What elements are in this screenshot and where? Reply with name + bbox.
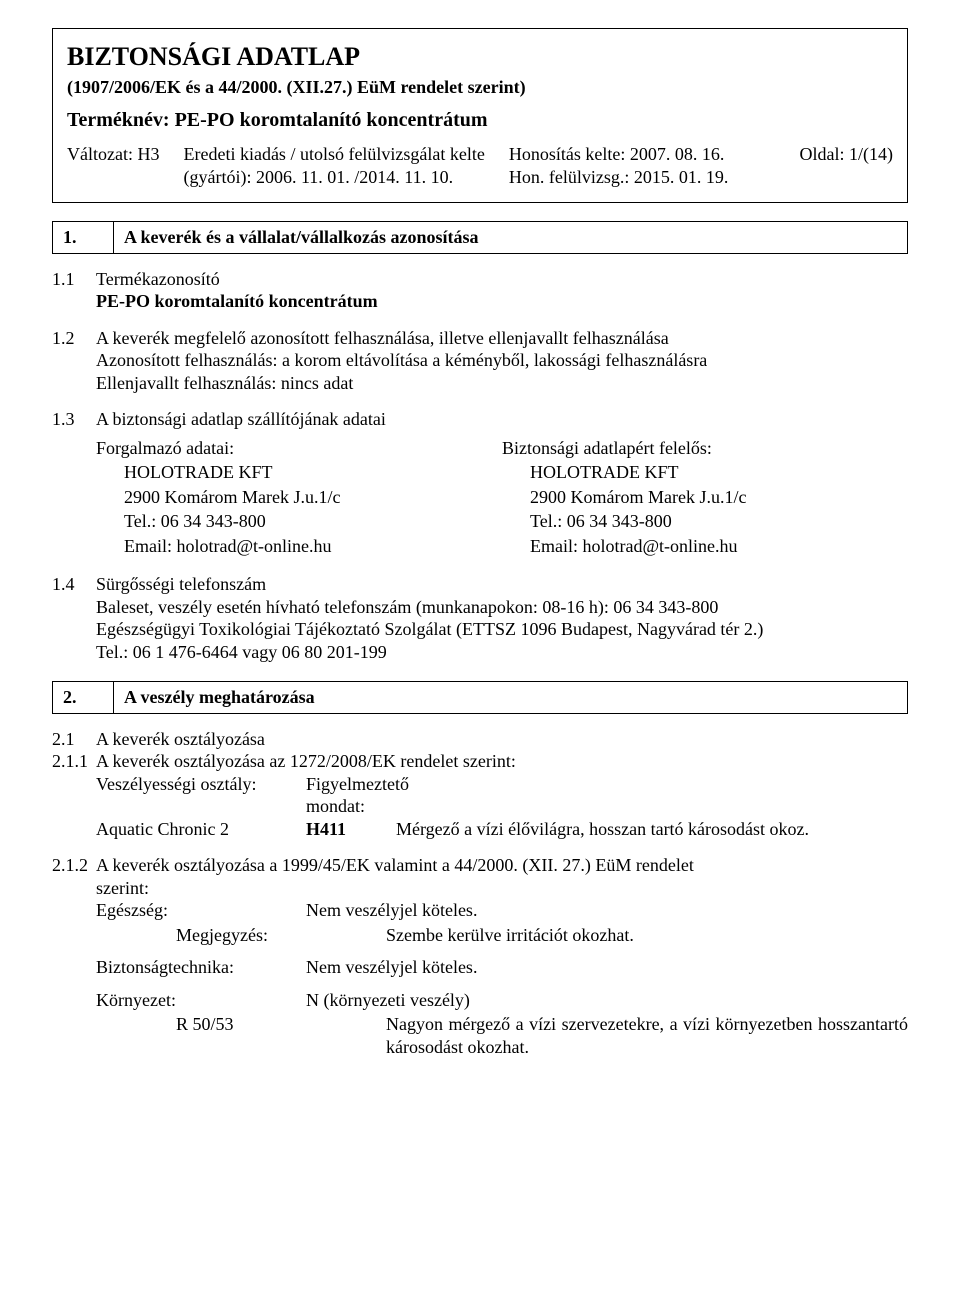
dist-addr: 2900 Komárom Marek J.u.1/c (124, 486, 502, 509)
dist-tel: Tel.: 06 34 343-800 (124, 510, 502, 533)
resp-tel: Tel.: 06 34 343-800 (530, 510, 908, 533)
s1-4-l2: Egészségügyi Toxikológiai Tájékoztató Sz… (96, 618, 908, 641)
s1-1-num: 1.1 (52, 268, 96, 291)
env-k: Környezet: (96, 989, 306, 1012)
s1-4-block: 1.4 Sürgősségi telefonszám Baleset, vesz… (52, 573, 908, 663)
resp-company: HOLOTRADE KFT (530, 461, 908, 484)
s2-1-2-title-a: A keverék osztályozása a 1999/45/EK vala… (96, 854, 908, 877)
s1-4-num: 1.4 (52, 573, 96, 596)
safety-block: Biztonságtechnika: Nem veszélyjel kötele… (96, 956, 908, 979)
s1-4-l3: Tel.: 06 1 476-6464 vagy 06 80 201-199 (96, 641, 908, 664)
s2-1-2-num: 2.1.2 (52, 854, 96, 877)
meta-hon: Honosítás kelte: 2007. 08. 16. Hon. felü… (509, 143, 728, 188)
meta-hon-l2: Hon. felülvizsg.: 2015. 01. 19. (509, 167, 728, 187)
section-2-num: 2. (53, 682, 114, 713)
doc-title: BIZTONSÁGI ADATLAP (67, 41, 893, 74)
section-1-num: 1. (53, 222, 114, 253)
warn-label: Figyelmeztető mondat: (306, 773, 396, 818)
s2-1-title: A keverék osztályozása (96, 728, 265, 751)
note-k: Megjegyzés: (96, 924, 386, 947)
resp-email: Email: holotrad@t-online.hu (530, 535, 908, 558)
h-code: H411 (306, 818, 396, 841)
s1-4-l1: Baleset, veszély esetén hívható telefons… (96, 596, 908, 619)
section-1-head: 1. A keverék és a vállalat/vállalkozás a… (52, 221, 908, 254)
r-v: Nagyon mérgező a vízi szervezetekre, a v… (386, 1013, 908, 1058)
doc-subtitle: (1907/2006/EK és a 44/2000. (XII.27.) Eü… (67, 76, 893, 99)
s1-4-title: Sürgősségi telefonszám (96, 573, 266, 596)
s1-3-cols: Forgalmazó adatai: HOLOTRADE KFT 2900 Ko… (96, 437, 908, 560)
meta-variant: Változat: H3 (67, 143, 159, 188)
s1-2-l1: A keverék megfelelő azonosított felhaszn… (96, 327, 669, 350)
meta-issue-l2: (gyártói): 2006. 11. 01. /2014. 11. 10. (183, 167, 453, 187)
empty (396, 773, 908, 818)
s2-1-1-title: A keverék osztályozása az 1272/2008/EK r… (96, 750, 516, 773)
meta-issue-l1: Eredeti kiadás / utolsó felülvizsgálat k… (183, 144, 484, 164)
resp-title: Biztonsági adatlapért felelős: (502, 437, 908, 460)
s2-1-num: 2.1 (52, 728, 96, 751)
s2-1-1-num: 2.1.1 (52, 750, 96, 773)
meta-issue: Eredeti kiadás / utolsó felülvizsgálat k… (183, 143, 484, 188)
meta-hon-l1: Honosítás kelte: 2007. 08. 16. (509, 144, 724, 164)
s1-2-num: 1.2 (52, 327, 96, 350)
s2-1-2-block: 2.1.2 A keverék osztályozása a 1999/45/E… (52, 854, 908, 1058)
health-k: Egészség: (96, 899, 306, 922)
dist-email: Email: holotrad@t-online.hu (124, 535, 502, 558)
env-v: N (környezeti veszély) (306, 989, 908, 1012)
env-block: Környezet: N (környezeti veszély) R 50/5… (96, 989, 908, 1059)
s2-1-2-title-b: szerint: (96, 877, 908, 900)
note-v: Szembe kerülve irritációt okozhat. (386, 924, 908, 947)
product-label: Terméknév: (67, 108, 170, 133)
dist-company: HOLOTRADE KFT (124, 461, 502, 484)
section-2-title: A veszély meghatározása (114, 682, 325, 713)
health-v: Nem veszélyjel köteles. (306, 899, 908, 922)
safety-k: Biztonságtechnika: (96, 956, 306, 979)
section-2-head: 2. A veszély meghatározása (52, 681, 908, 714)
s1-3-title: A biztonsági adatlap szállítójának adata… (96, 408, 386, 431)
s2-1-block: 2.1 A keverék osztályozása 2.1.1 A kever… (52, 728, 908, 841)
s1-1-value: PE-PO koromtalanító koncentrátum (96, 290, 908, 313)
responsible-col: Biztonsági adatlapért felelős: HOLOTRADE… (502, 437, 908, 560)
product-line: Terméknév: PE-PO koromtalanító koncentrá… (67, 108, 893, 133)
class-value: Aquatic Chronic 2 (96, 818, 306, 841)
header-meta: Változat: H3 Eredeti kiadás / utolsó fel… (67, 143, 893, 188)
r-k: R 50/53 (96, 1013, 386, 1058)
product-name: PE-PO koromtalanító koncentrátum (175, 109, 488, 131)
s1-2-l2: Azonosított felhasználás: a korom eltávo… (96, 349, 908, 372)
dist-title: Forgalmazó adatai: (96, 437, 502, 460)
s1-2-l3: Ellenjavallt felhasználás: nincs adat (96, 372, 908, 395)
s1-1-block: 1.1 Termékazonosító PE-PO koromtalanító … (52, 268, 908, 313)
page: BIZTONSÁGI ADATLAP (1907/2006/EK és a 44… (0, 0, 960, 1299)
s1-3-num: 1.3 (52, 408, 96, 431)
s1-2-block: 1.2 A keverék megfelelő azonosított felh… (52, 327, 908, 395)
resp-addr: 2900 Komárom Marek J.u.1/c (530, 486, 908, 509)
s1-3-block: 1.3 A biztonsági adatlap szállítójának a… (52, 408, 908, 559)
class-label: Veszélyességi osztály: (96, 773, 306, 818)
section-1-title: A keverék és a vállalat/vállalkozás azon… (114, 222, 489, 253)
header-box: BIZTONSÁGI ADATLAP (1907/2006/EK és a 44… (52, 28, 908, 203)
meta-page: Oldal: 1/(14) (800, 143, 893, 188)
s1-1-label: Termékazonosító (96, 268, 220, 291)
distributor-col: Forgalmazó adatai: HOLOTRADE KFT 2900 Ko… (96, 437, 502, 560)
safety-v: Nem veszélyjel köteles. (306, 956, 908, 979)
h-text: Mérgező a vízi élővilágra, hosszan tartó… (396, 818, 908, 841)
